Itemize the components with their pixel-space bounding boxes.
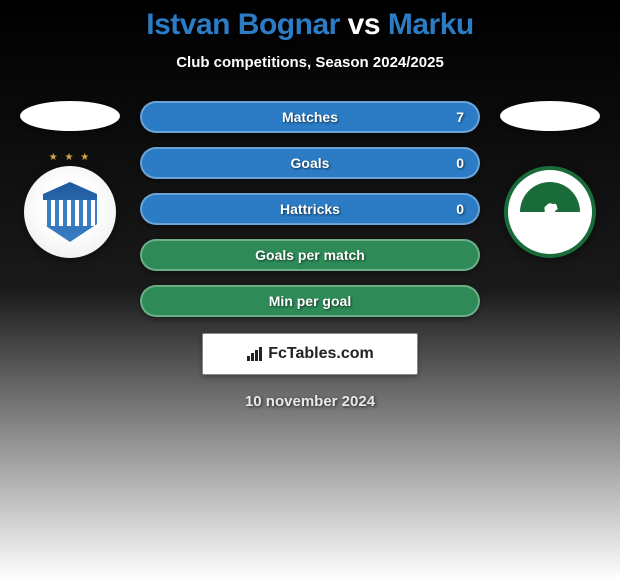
stat-bar-min-per-goal: Min per goal xyxy=(140,285,480,317)
stat-value-right: 0 xyxy=(456,201,464,217)
stat-bar-goals-per-match: Goals per match xyxy=(140,239,480,271)
left-club-badge: ★ ★ ★ xyxy=(24,166,116,258)
player2-name: Marku xyxy=(388,8,474,41)
rooster-svg-icon xyxy=(535,197,565,227)
stat-bar-hattricks: Hattricks 0 xyxy=(140,193,480,225)
stripes-decoration xyxy=(43,200,97,226)
star-icon: ★ ★ ★ xyxy=(49,152,91,163)
bar-chart-icon xyxy=(246,347,264,361)
left-flag-ellipse xyxy=(20,101,120,131)
stat-bar-matches: Matches 7 xyxy=(140,101,480,133)
comparison-row: ★ ★ ★ Matches 7 Goals 0 Hattricks 0 xyxy=(0,101,620,317)
rooster-icon xyxy=(520,182,580,242)
stat-label: Goals per match xyxy=(255,247,365,263)
right-player-column xyxy=(500,101,600,258)
branding-label: FcTables.com xyxy=(268,345,374,363)
stat-label: Min per goal xyxy=(269,293,351,309)
player1-name: Istvan Bognar xyxy=(146,8,340,41)
left-player-column: ★ ★ ★ xyxy=(20,101,120,258)
stat-bar-goals: Goals 0 xyxy=(140,147,480,179)
branding-box[interactable]: FcTables.com xyxy=(202,333,418,375)
stats-column: Matches 7 Goals 0 Hattricks 0 Goals per … xyxy=(140,101,480,317)
comparison-card: Istvan Bognar vs Marku Club competitions… xyxy=(0,0,620,410)
stat-label: Hattricks xyxy=(280,201,340,217)
date-text: 10 november 2024 xyxy=(245,393,375,410)
stat-label: Goals xyxy=(291,155,330,171)
shield-icon xyxy=(43,182,97,242)
right-club-badge xyxy=(504,166,596,258)
branding-text: FcTables.com xyxy=(246,345,374,363)
stat-value-right: 7 xyxy=(456,109,464,125)
vs-separator: vs xyxy=(348,8,380,41)
subtitle-text: Club competitions, Season 2024/2025 xyxy=(176,54,444,71)
stat-value-right: 0 xyxy=(456,155,464,171)
stat-label: Matches xyxy=(282,109,338,125)
right-flag-ellipse xyxy=(500,101,600,131)
page-title: Istvan Bognar vs Marku xyxy=(146,8,473,42)
